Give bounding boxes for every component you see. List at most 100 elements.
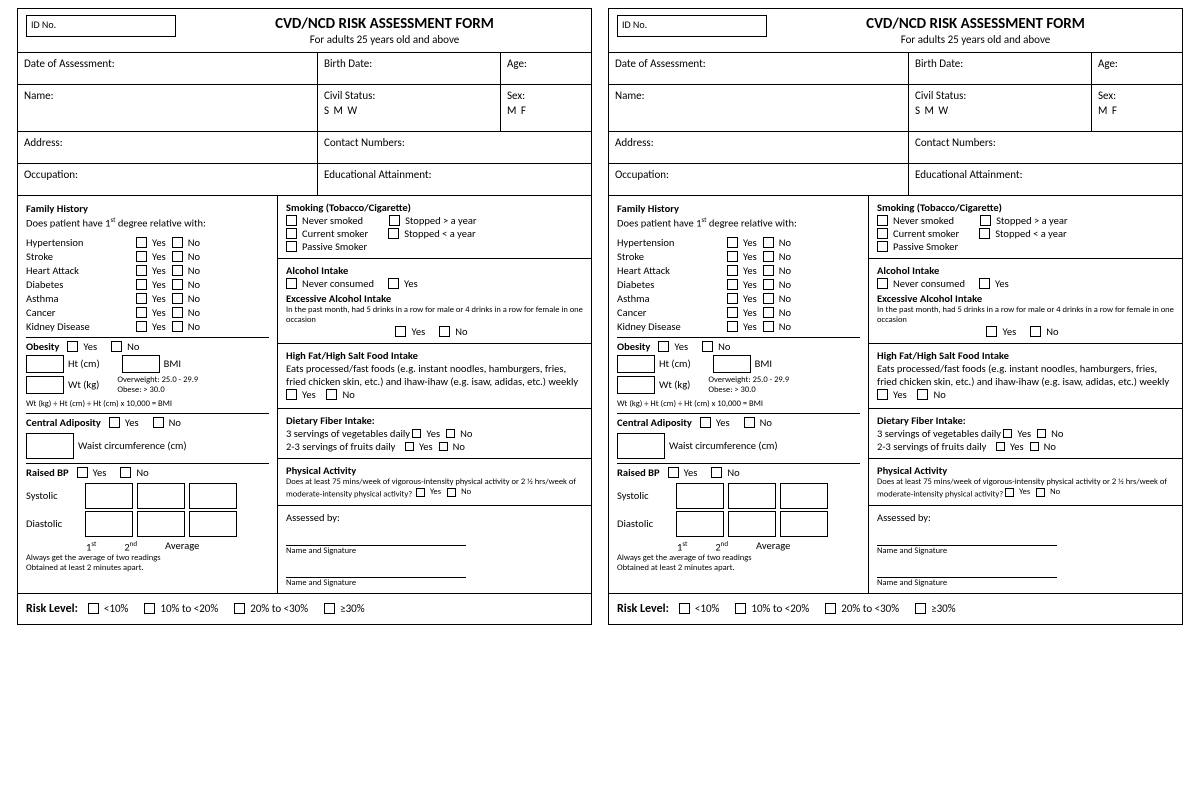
checkbox[interactable] (1030, 442, 1039, 451)
sex-field[interactable]: Sex: M F (501, 85, 591, 131)
checkbox[interactable] (996, 442, 1005, 451)
checkbox[interactable] (727, 237, 738, 248)
checkbox[interactable] (172, 293, 183, 304)
checkbox[interactable] (1003, 429, 1012, 438)
checkbox[interactable] (286, 215, 297, 226)
checkbox[interactable] (986, 326, 997, 337)
checkbox[interactable] (67, 341, 78, 352)
ht-input[interactable] (26, 355, 64, 373)
checkbox[interactable] (286, 389, 297, 400)
date-assessment-field[interactable]: Date of Assessment: (609, 53, 909, 84)
checkbox[interactable] (700, 417, 711, 428)
diastolic-avg-input[interactable] (780, 511, 828, 537)
id-number-box[interactable]: ID No. (26, 15, 176, 37)
checkbox[interactable] (389, 215, 400, 226)
checkbox[interactable] (412, 429, 421, 438)
signature-line-2[interactable] (286, 564, 466, 578)
checkbox[interactable] (111, 341, 122, 352)
occupation-field[interactable]: Occupation: (18, 164, 318, 195)
contact-field[interactable]: Contact Numbers: (318, 132, 591, 163)
checkbox[interactable] (136, 307, 147, 318)
checkbox[interactable] (917, 389, 928, 400)
checkbox[interactable] (395, 326, 406, 337)
checkbox[interactable] (763, 265, 774, 276)
age-field[interactable]: Age: (501, 53, 591, 84)
checkbox[interactable] (120, 467, 131, 478)
checkbox[interactable] (439, 442, 448, 451)
address-field[interactable]: Address: (18, 132, 318, 163)
wt-input[interactable] (26, 376, 64, 394)
diastolic-avg-input[interactable] (189, 511, 237, 537)
civil-status-field[interactable]: Civil Status:S M W (909, 85, 1092, 131)
checkbox[interactable] (727, 307, 738, 318)
civil-status-field[interactable]: Civil Status: S M W (318, 85, 501, 131)
checkbox[interactable] (711, 467, 722, 478)
checkbox[interactable] (702, 341, 713, 352)
systolic-avg-input[interactable] (780, 483, 828, 509)
systolic-2-input[interactable] (728, 483, 776, 509)
diastolic-2-input[interactable] (728, 511, 776, 537)
checkbox[interactable] (439, 326, 450, 337)
systolic-2-input[interactable] (137, 483, 185, 509)
checkbox[interactable] (763, 321, 774, 332)
checkbox[interactable] (735, 603, 746, 614)
checkbox[interactable] (679, 603, 690, 614)
bmi-input[interactable] (713, 355, 751, 373)
education-field[interactable]: Educational Attainment: (318, 164, 591, 195)
checkbox[interactable] (416, 488, 425, 497)
birth-date-field[interactable]: Birth Date: (318, 53, 501, 84)
checkbox[interactable] (727, 293, 738, 304)
checkbox[interactable] (136, 279, 147, 290)
checkbox[interactable] (763, 293, 774, 304)
checkbox[interactable] (234, 603, 245, 614)
birth-date-field[interactable]: Birth Date: (909, 53, 1092, 84)
diastolic-1-input[interactable] (85, 511, 133, 537)
address-field[interactable]: Address: (609, 132, 909, 163)
wt-input[interactable] (617, 376, 655, 394)
checkbox[interactable] (388, 228, 399, 239)
id-number-box[interactable]: ID No. (617, 15, 767, 37)
checkbox[interactable] (326, 389, 337, 400)
checkbox[interactable] (388, 278, 399, 289)
diastolic-1-input[interactable] (676, 511, 724, 537)
checkbox[interactable] (877, 241, 888, 252)
ht-input[interactable] (617, 355, 655, 373)
occupation-field[interactable]: Occupation: (609, 164, 909, 195)
signature-line-1[interactable] (286, 532, 466, 546)
checkbox[interactable] (727, 251, 738, 262)
diastolic-2-input[interactable] (137, 511, 185, 537)
checkbox[interactable] (668, 467, 679, 478)
checkbox[interactable] (1036, 488, 1045, 497)
checkbox[interactable] (447, 488, 456, 497)
checkbox[interactable] (172, 237, 183, 248)
checkbox[interactable] (1037, 429, 1046, 438)
checkbox[interactable] (727, 279, 738, 290)
checkbox[interactable] (979, 278, 990, 289)
checkbox[interactable] (172, 321, 183, 332)
checkbox[interactable] (744, 417, 755, 428)
checkbox[interactable] (136, 265, 147, 276)
checkbox[interactable] (136, 237, 147, 248)
checkbox[interactable] (763, 237, 774, 248)
signature-line-1[interactable] (877, 532, 1057, 546)
checkbox[interactable] (136, 251, 147, 262)
systolic-avg-input[interactable] (189, 483, 237, 509)
checkbox[interactable] (172, 265, 183, 276)
checkbox[interactable] (153, 417, 164, 428)
systolic-1-input[interactable] (85, 483, 133, 509)
checkbox[interactable] (658, 341, 669, 352)
checkbox[interactable] (172, 279, 183, 290)
waist-input[interactable] (26, 433, 74, 459)
checkbox[interactable] (109, 417, 120, 428)
checkbox[interactable] (172, 251, 183, 262)
name-field[interactable]: Name: (609, 85, 909, 131)
checkbox[interactable] (136, 293, 147, 304)
contact-field[interactable]: Contact Numbers: (909, 132, 1182, 163)
checkbox[interactable] (324, 603, 335, 614)
checkbox[interactable] (286, 241, 297, 252)
checkbox[interactable] (727, 265, 738, 276)
education-field[interactable]: Educational Attainment: (909, 164, 1182, 195)
name-field[interactable]: Name: (18, 85, 318, 131)
checkbox[interactable] (1030, 326, 1041, 337)
bmi-input[interactable] (122, 355, 160, 373)
